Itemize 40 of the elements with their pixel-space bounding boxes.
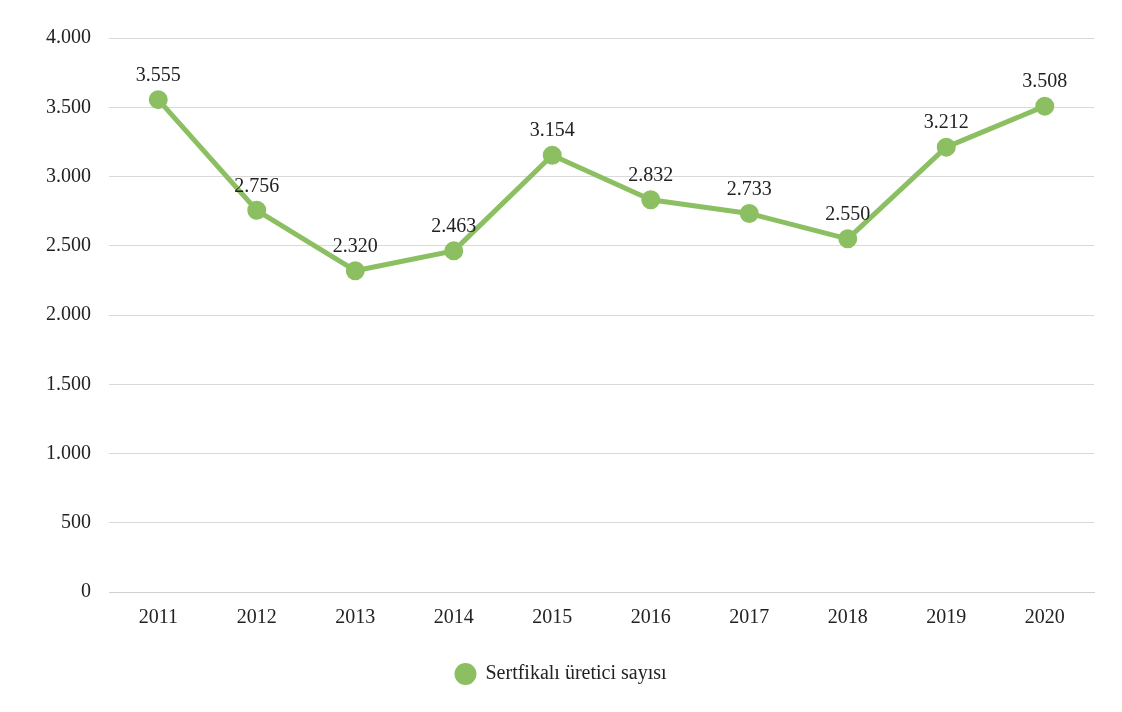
y-tick-label: 4.000 [46,25,91,48]
y-tick-label: 1.500 [46,371,91,394]
y-tick-label: 2.500 [46,233,91,255]
point [444,241,464,261]
data-label: 2.756 [234,173,280,196]
y-tick-label: 2.000 [46,302,91,325]
x-tick-label: 2020 [1024,605,1065,628]
point [247,200,267,220]
data-label: 2.320 [332,233,378,256]
point [148,90,168,110]
y-tick-label: 3.500 [46,94,91,117]
x-tick-label: 2015 [532,605,573,628]
y-tick-label: 1.000 [46,440,91,463]
point [641,190,661,210]
y-tick-label: 500 [61,510,91,532]
data-label: 3.508 [1022,69,1068,92]
data-label: 3.212 [923,110,969,133]
data-label: 2.463 [431,214,477,237]
point [345,261,365,281]
point [542,145,562,165]
x-tick-label: 2016 [630,605,671,628]
point [838,229,858,249]
data-label: 3.555 [135,62,181,85]
x-tick-label: 2012 [236,605,277,628]
x-tick-label: 2013 [335,605,376,628]
point [1035,96,1055,116]
x-tick-label: 2017 [729,605,770,628]
x-tick-label: 2018 [827,605,868,628]
y-tick-label: 3.000 [46,163,91,186]
x-tick-label: 2011 [138,605,178,628]
x-tick-label: 2014 [433,605,474,628]
point [936,137,956,157]
x-tick-label: 2019 [926,605,967,628]
data-label: 2.733 [726,176,772,199]
data-label: 2.832 [628,163,674,186]
point [739,203,759,223]
data-label: 2.550 [825,202,871,225]
y-tick-label: 0 [81,579,91,602]
legend-label: Sertfikalı üretici sayısı [485,661,667,685]
data-label: 3.154 [529,118,575,141]
